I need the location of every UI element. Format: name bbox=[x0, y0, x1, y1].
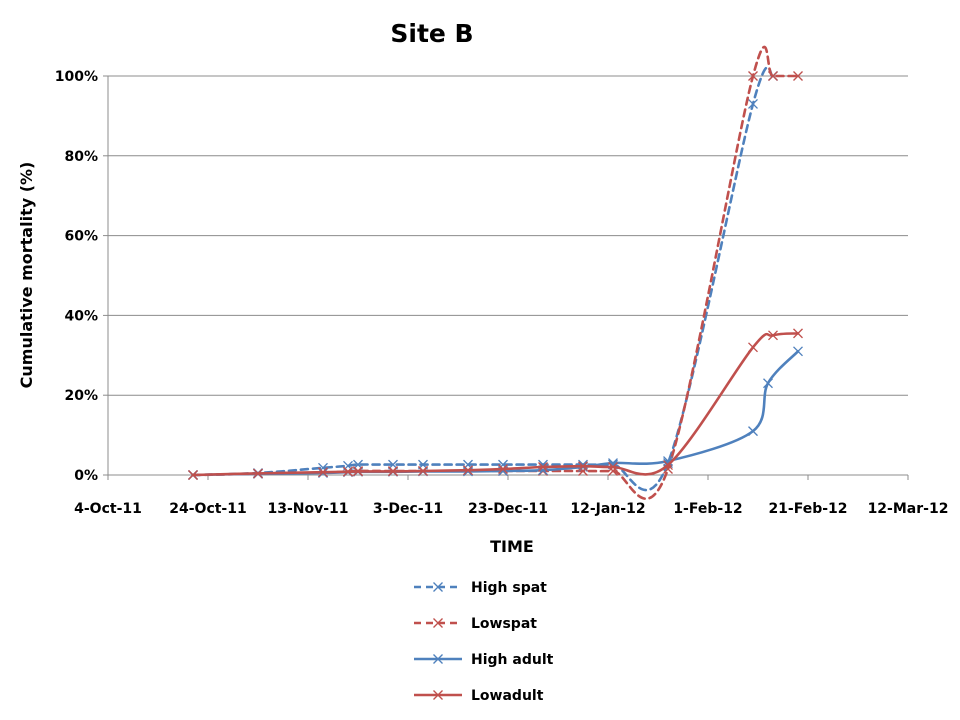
data-point bbox=[578, 461, 588, 472]
data-point bbox=[498, 464, 508, 474]
y-tick-label: 80% bbox=[64, 149, 98, 165]
x-tick-label: 3-Dec-11 bbox=[373, 501, 443, 517]
data-point bbox=[418, 466, 428, 476]
data-point bbox=[768, 71, 778, 81]
data-point bbox=[318, 467, 328, 478]
legend-item: High spat bbox=[414, 580, 547, 596]
x-tick-label: 12-Jan-12 bbox=[570, 501, 645, 517]
x-tick-label: 24-Oct-11 bbox=[169, 501, 246, 517]
series-high-spat bbox=[188, 65, 778, 492]
legend-label: Lowadult bbox=[471, 688, 544, 704]
x-tick-label: 21-Feb-12 bbox=[768, 501, 847, 517]
series-group bbox=[188, 45, 803, 500]
y-tick-label: 40% bbox=[64, 308, 98, 324]
data-point bbox=[748, 98, 758, 109]
y-axis-title: Cumulative mortality (%) bbox=[17, 162, 36, 389]
data-point bbox=[608, 462, 618, 472]
data-point bbox=[188, 470, 198, 480]
data-point bbox=[463, 465, 473, 476]
data-point bbox=[353, 466, 363, 477]
data-point bbox=[793, 346, 803, 357]
series-line bbox=[191, 65, 775, 492]
legend-item: Lowspat bbox=[414, 616, 537, 632]
x-tick-label: 12-Mar-12 bbox=[868, 501, 949, 517]
data-point bbox=[768, 330, 778, 341]
data-point bbox=[748, 71, 758, 81]
data-point bbox=[253, 468, 263, 479]
y-tick-label: 20% bbox=[64, 388, 98, 404]
x-tick-label: 1-Feb-12 bbox=[673, 501, 742, 517]
legend-marker bbox=[433, 582, 443, 592]
x-axis-title: TIME bbox=[490, 537, 534, 556]
legend-item: Lowadult bbox=[414, 688, 544, 704]
data-point bbox=[748, 426, 758, 437]
data-point bbox=[663, 460, 673, 470]
y-axis-ticks: 0% 20% 40% 60% 80% 100% bbox=[55, 69, 108, 484]
legend-label: Lowspat bbox=[471, 616, 537, 632]
x-axis-ticks: 4-Oct-11 24-Oct-11 13-Nov-11 3-Dec-11 23-Dec… bbox=[74, 475, 948, 517]
data-point bbox=[538, 462, 548, 472]
y-tick-label: 100% bbox=[55, 69, 98, 85]
legend-marker bbox=[433, 654, 443, 664]
data-point bbox=[343, 466, 353, 477]
data-point bbox=[748, 342, 758, 353]
data-point bbox=[763, 378, 773, 389]
legend-label: High adult bbox=[471, 652, 554, 668]
legend-label: High spat bbox=[471, 580, 547, 596]
legend-marker bbox=[433, 618, 443, 628]
series-line bbox=[191, 45, 800, 500]
x-tick-label: 4-Oct-11 bbox=[74, 501, 142, 517]
y-tick-label: 60% bbox=[64, 229, 98, 245]
series-lowspat bbox=[188, 45, 803, 500]
series-high-adult bbox=[188, 346, 803, 480]
data-point bbox=[793, 328, 803, 339]
data-point bbox=[793, 71, 803, 81]
gridlines bbox=[108, 75, 908, 396]
legend: High spat Lowspat High adult Lowadult bbox=[414, 580, 554, 704]
legend-marker bbox=[433, 690, 443, 700]
y-tick-label: 0% bbox=[74, 468, 98, 484]
series-line bbox=[191, 332, 800, 477]
x-tick-label: 23-Dec-11 bbox=[468, 501, 548, 517]
x-tick-label: 13-Nov-11 bbox=[267, 501, 348, 517]
series-lowadult bbox=[188, 328, 803, 480]
legend-item: High adult bbox=[414, 652, 554, 668]
data-point bbox=[388, 466, 398, 477]
chart-title: Site B bbox=[390, 19, 473, 48]
